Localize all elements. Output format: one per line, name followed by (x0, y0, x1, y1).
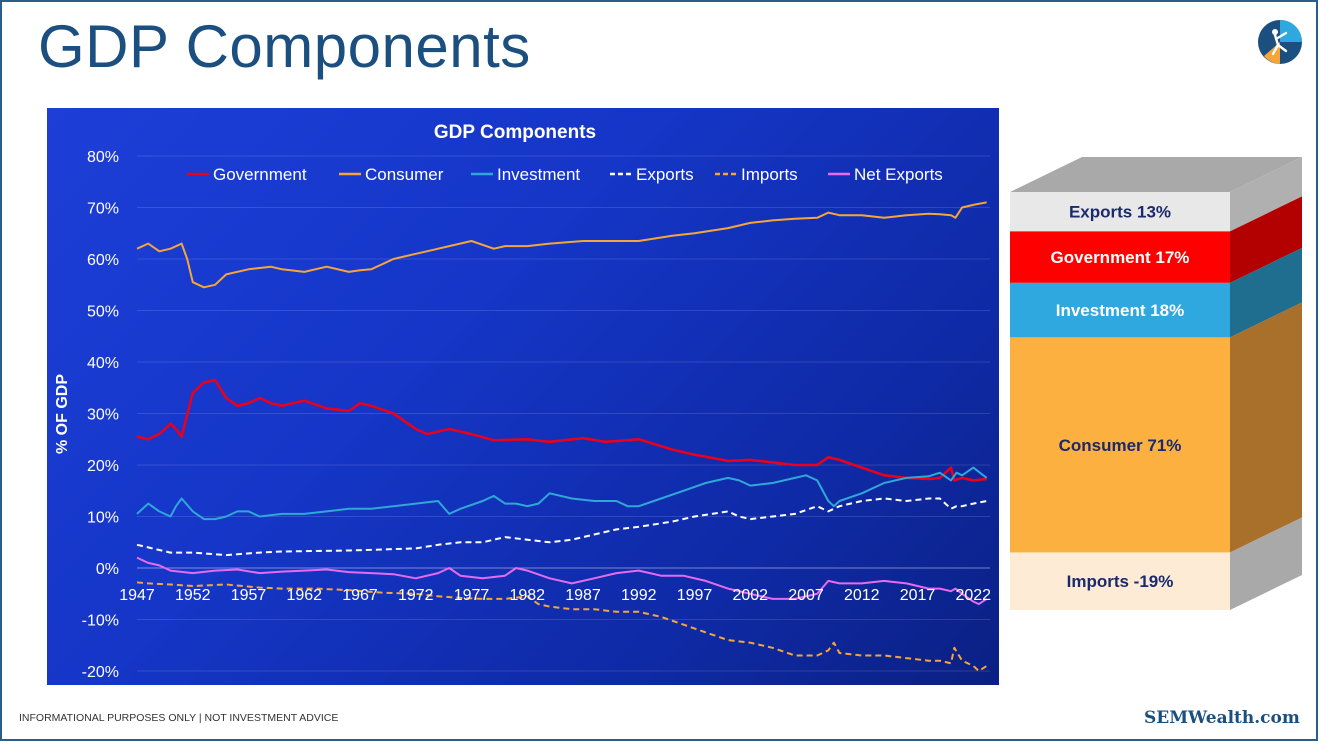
series-line-consumer (136, 201, 987, 289)
segment-side-imports (1230, 517, 1302, 610)
legend-label: Consumer (365, 165, 444, 184)
x-tick-label: 1957 (231, 587, 267, 604)
segment-investment (1010, 282, 1230, 338)
stack-top-face (1010, 157, 1302, 192)
y-tick-label: 60% (87, 252, 119, 269)
segment-label-imports: Imports -19% (1067, 572, 1174, 591)
x-tick-label: 1962 (286, 587, 322, 604)
brand-logo-icon (1258, 20, 1302, 64)
line-chart-svg: 80% 70% 60% 50% 40% 30% 20% 10% 0% -10% -20% 1947 19… (54, 122, 991, 681)
legend-label: Imports (741, 165, 798, 184)
y-tick-label: -10% (82, 613, 119, 630)
segment-label-consumer: Consumer 71% (1059, 436, 1182, 455)
series-line-net-exports (136, 556, 988, 606)
segment-label-government: Government 17% (1051, 248, 1190, 267)
y-tick-label: 50% (87, 304, 119, 321)
segment-label-investment: Investment 18% (1056, 301, 1185, 320)
gdp-line-chart: 80% 70% 60% 50% 40% 30% 20% 10% 0% -10% -20% 1947 19… (47, 108, 999, 685)
y-tick-label: 10% (87, 510, 119, 527)
legend-label: Net Exports (854, 165, 943, 184)
x-tick-label: 2012 (844, 587, 880, 604)
y-tick-label: 40% (87, 355, 119, 372)
chart-title: GDP Components (434, 122, 596, 143)
y-tick-label: 20% (87, 458, 119, 475)
segment-side-investment (1230, 247, 1302, 338)
x-tick-label: 2022 (955, 587, 991, 604)
x-tick-label: 1987 (565, 587, 601, 604)
segment-exports (1010, 192, 1230, 232)
x-tick-label: 1997 (677, 587, 713, 604)
stacked-bar-3d: Exports 13% Government 17% Investment 18% C… (1010, 157, 1302, 610)
x-tick-label: 2007 (788, 587, 824, 604)
x-tick-label: 1982 (509, 587, 545, 604)
segment-imports (1010, 552, 1230, 610)
x-tick-label: 2017 (900, 587, 936, 604)
series-line-exports (136, 497, 987, 557)
x-tick-label: 1992 (621, 587, 657, 604)
page-title: GDP Components (38, 13, 531, 80)
segment-side-exports (1230, 157, 1302, 232)
segment-government (1010, 231, 1230, 283)
x-tick-label: 1947 (119, 587, 155, 604)
y-tick-label: 70% (87, 201, 119, 218)
segment-side-government (1230, 196, 1302, 283)
y-tick-label: 80% (87, 149, 119, 166)
legend-label: Government (213, 165, 307, 184)
x-tick-label: 1977 (454, 587, 490, 604)
x-tick-label: 1972 (398, 587, 434, 604)
y-axis-label: % OF GDP (54, 374, 71, 454)
x-tick-label: 2002 (732, 587, 768, 604)
series-line-investment (136, 466, 988, 521)
x-tick-label: 1967 (342, 587, 378, 604)
legend-label: Exports (636, 165, 694, 184)
legend-label: Investment (497, 165, 580, 184)
y-tick-label: -20% (82, 664, 119, 681)
segment-side-consumer (1230, 302, 1302, 553)
series-line-government (136, 378, 987, 482)
y-tick-label: 0% (96, 561, 119, 578)
segment-label-exports: Exports 13% (1069, 203, 1171, 222)
x-tick-label: 1952 (175, 587, 211, 604)
y-tick-label: 30% (87, 407, 119, 424)
series-line-imports (136, 581, 988, 672)
segment-consumer (1010, 337, 1230, 553)
footer-disclaimer: INFORMATIONAL PURPOSES ONLY | NOT INVEST… (19, 712, 339, 724)
brand-website: SEMWealth.com (1144, 708, 1300, 728)
